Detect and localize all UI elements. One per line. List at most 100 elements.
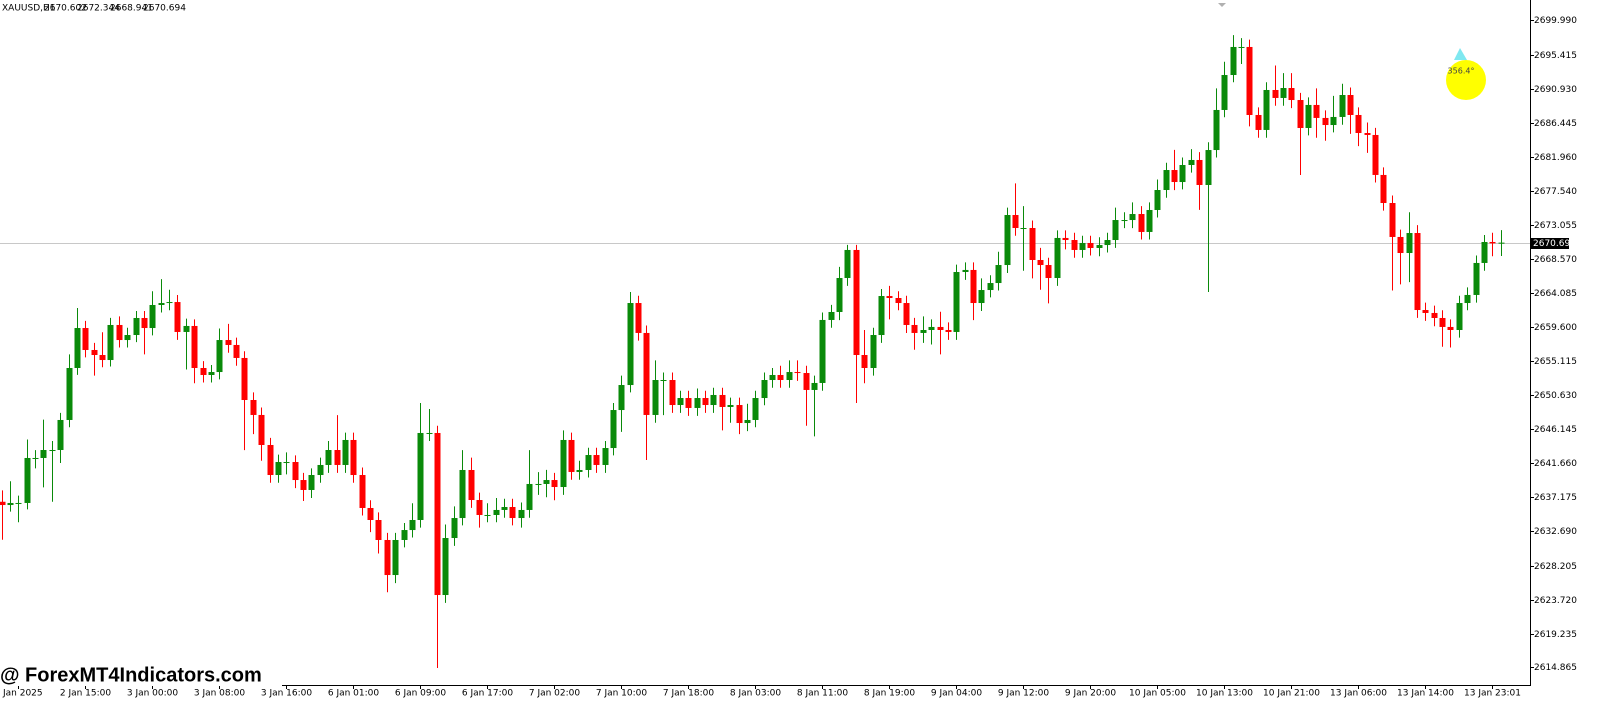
header-close: 2670.694 [143,4,186,14]
y-tick-label: 2632.690 [1534,527,1577,537]
candle-body [1179,164,1186,183]
x-tick-label: 3 Jan 00:00 [127,689,179,699]
candle-body [99,355,106,361]
candle-body [317,464,324,476]
candle-body [1079,242,1086,250]
candle-body [1473,262,1480,295]
x-tick-label: 13 Jan 06:00 [1330,689,1387,699]
candle-body [970,269,977,304]
candle-body [786,372,793,381]
candle-body [1037,260,1044,266]
candle-body [635,303,642,333]
candle-body [426,432,433,434]
y-tick-label: 2668.570 [1534,255,1577,265]
candle-body [1489,241,1496,244]
candle-body [1481,241,1488,263]
candle-body [149,304,156,329]
x-tick-label: 10 Jan 13:00 [1196,689,1253,699]
candle-body [978,290,985,304]
current-price-tag [1531,238,1569,249]
candle-body [267,444,274,476]
candle-body [292,462,299,481]
candle-body [727,405,734,407]
candle-body [191,325,198,368]
candle-body [1355,114,1362,134]
candle-body [49,450,56,452]
candle-body [459,469,466,519]
candle-body [995,265,1002,284]
candle-body [1104,240,1111,246]
x-tick-label: 10 Jan 21:00 [1263,689,1320,699]
candle-body [1456,303,1463,330]
y-tick-label: 2673.055 [1534,221,1577,231]
candle-body [945,329,952,332]
candle-body [384,539,391,576]
candle-body [526,483,533,510]
candle-body [476,500,483,515]
candle-body [32,457,39,459]
candle-body [241,357,248,400]
x-tick-label: 6 Jan 09:00 [395,689,447,699]
candle-body [1146,209,1153,232]
candle-body [1020,228,1027,230]
y-tick-label: 2628.205 [1534,562,1577,572]
header-low: 2668.941 [110,4,153,14]
candle-body [1313,104,1320,118]
x-tick-label: 2 Jan 2025 [0,689,43,699]
candle-body [920,329,927,333]
candle-body [501,507,508,510]
candle-body [752,398,759,420]
x-tick-label: 8 Jan 11:00 [797,689,849,699]
candle-body [819,319,826,383]
candle-body [174,302,181,332]
candle-body [794,372,801,374]
candle-body [308,475,315,490]
candle-body [1339,95,1346,117]
candle-body [1112,220,1119,241]
candle-body [1255,114,1262,130]
candle-body [937,326,944,330]
candle-body [627,303,634,386]
candle-body [493,509,500,515]
shift-marker [1218,3,1226,7]
candle-body [535,483,542,485]
candle-body [911,324,918,333]
candle-body [107,324,114,361]
candle-body [685,398,692,408]
indicator-arrow [1454,48,1467,60]
candle-body [1372,134,1379,175]
candle-body [82,328,89,350]
candle-body [233,344,240,358]
candle-body [1288,88,1295,101]
candle-body [1397,236,1404,254]
y-tick-label: 2686.445 [1534,119,1577,129]
y-tick-label: 2699.990 [1534,16,1577,26]
candle-body [1406,233,1413,254]
candles [0,35,1505,668]
candle-body [702,398,709,406]
candle-body [74,328,81,368]
candle-body [1221,75,1228,110]
candle-body [602,448,609,465]
candle-body [870,335,877,368]
candle-body [677,398,684,406]
y-tick-label: 2695.415 [1534,51,1577,61]
y-tick-label: 2650.630 [1534,391,1577,401]
candle-body [953,272,960,332]
y-tick-label: 2637.175 [1534,493,1577,503]
candle-body [1154,190,1161,210]
x-tick-label: 3 Jan 16:00 [261,689,313,699]
candle-body [1431,312,1438,318]
candle-body [409,520,416,531]
symbol: XAUUSD,H1 [2,4,56,14]
candle-body [7,502,14,506]
candle-body [158,303,165,305]
indicator-circle [1446,60,1486,100]
x-tick-label: 6 Jan 17:00 [462,689,514,699]
candle-body [853,249,860,356]
candle-body [1004,215,1011,266]
candle-body [895,298,902,304]
x-tick-label: 10 Jan 05:00 [1129,689,1186,699]
candle-body [342,439,349,465]
